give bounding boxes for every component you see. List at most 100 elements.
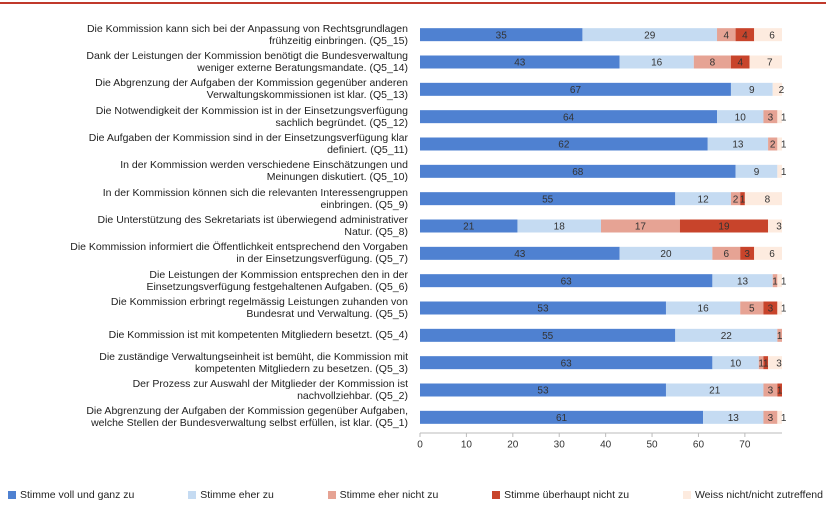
bar-segment	[420, 356, 713, 370]
category-label: Der Prozess zur Auswahl der Mitglieder d…	[132, 378, 408, 402]
data-label: 9	[754, 167, 760, 178]
legend-label: Stimme eher zu	[200, 489, 274, 501]
bar-segment	[772, 82, 782, 96]
data-label: 3	[744, 249, 750, 260]
legend-swatch	[188, 491, 197, 499]
data-label: 20	[660, 249, 672, 260]
data-label: 16	[698, 304, 710, 315]
legend-label: Weiss nicht/nicht zutreffend	[694, 489, 823, 501]
bar-segment	[768, 137, 778, 151]
bar-segment	[754, 28, 782, 42]
bar-segment	[754, 246, 782, 260]
bar-segment	[679, 219, 769, 233]
bar-segment	[712, 356, 759, 370]
data-label: 55	[542, 194, 554, 205]
data-label: 8	[710, 58, 716, 69]
data-label: 1	[772, 276, 778, 287]
data-label: 3	[768, 304, 774, 315]
bar-segment	[420, 219, 518, 233]
data-label: 1	[740, 194, 746, 205]
category-label: Die Kommission ist mit kompetenten Mitgl…	[108, 329, 408, 342]
data-label: 6	[724, 249, 730, 260]
data-label: 1	[781, 167, 787, 178]
bar-segment	[420, 110, 718, 124]
x-tick-label: 20	[507, 440, 519, 451]
legend-swatch	[327, 491, 336, 499]
bar-segment	[772, 274, 778, 288]
data-label: 13	[737, 276, 749, 287]
data-label: 62	[558, 140, 570, 151]
legend-label: Stimme überhaupt nicht zu	[504, 489, 630, 501]
data-label: 16	[651, 58, 663, 69]
bar-segment	[740, 246, 755, 260]
legend: Stimme voll und ganz zu Stimme eher zu Sti…	[8, 489, 823, 501]
data-label: 21	[709, 386, 721, 397]
bar-segment	[420, 410, 704, 424]
legend-label: Stimme voll und ganz zu	[20, 489, 135, 501]
category-label: Die Notwendigkeit der Kommission ist in …	[95, 104, 408, 129]
data-label: 2	[779, 85, 785, 96]
bar-segment	[420, 328, 676, 342]
data-label: 13	[732, 140, 744, 151]
bar-segment	[420, 246, 620, 260]
category-label: Die Abgrenzung der Aufgaben der Kommissi…	[95, 77, 408, 102]
bar-segment	[735, 28, 755, 42]
data-label: 21	[463, 222, 475, 233]
data-label: 53	[537, 386, 549, 397]
data-label: 3	[768, 386, 774, 397]
bar-segment	[675, 328, 778, 342]
bar-segment	[777, 164, 782, 178]
bar-segment	[420, 137, 708, 151]
data-label: 67	[570, 85, 582, 96]
category-label: Die Kommission erbringt regelmässig Leis…	[110, 296, 408, 320]
bar-segment	[777, 383, 782, 397]
data-label: 1	[763, 358, 769, 369]
data-label: 63	[561, 276, 573, 287]
bar-segment	[744, 192, 782, 206]
bar-segment	[420, 301, 666, 315]
category-label: In der Kommission können sich die releva…	[102, 186, 408, 211]
data-label: 2	[733, 194, 739, 205]
data-label: 55	[542, 331, 554, 342]
bar-segment	[777, 328, 782, 342]
data-label: 35	[496, 30, 508, 41]
bar-segment	[768, 219, 782, 233]
bar-segment	[768, 356, 782, 370]
data-label: 43	[514, 58, 526, 69]
bar-segment	[420, 82, 731, 96]
data-label: 6	[769, 30, 775, 41]
data-label: 10	[735, 112, 747, 123]
bar-segment	[712, 274, 773, 288]
category-label: Dank der Leistungen der Kommission benöt…	[86, 50, 408, 74]
category-label: Die Abgrenzung der Aufgaben der Kommissi…	[86, 405, 408, 430]
category-label: Die Kommission kann sich bei der Anpassu…	[86, 22, 408, 47]
data-label: 1	[781, 304, 787, 315]
bar-segment	[730, 82, 773, 96]
bar-segment	[777, 301, 782, 315]
data-label: 1	[777, 331, 783, 342]
bar-segment	[730, 55, 750, 69]
legend-item: Weiss nicht/nicht zutreffend	[682, 489, 823, 501]
legend-item: Stimme eher zu	[188, 489, 274, 501]
x-tick-label: 50	[646, 440, 658, 451]
data-label: 3	[776, 358, 782, 369]
legend-item: Stimme voll und ganz zu	[8, 489, 134, 501]
data-label: 61	[556, 413, 568, 424]
x-tick-label: 60	[693, 440, 705, 451]
data-label: 68	[572, 167, 584, 178]
data-label: 53	[537, 304, 549, 315]
data-label: 1	[777, 386, 783, 397]
data-label: 1	[781, 112, 787, 123]
bar-segment	[777, 137, 782, 151]
bar-segment	[420, 192, 676, 206]
category-label: Die Leistungen der Kommission entspreche…	[146, 268, 408, 293]
legend-swatch	[8, 491, 16, 499]
legend-swatch	[682, 491, 691, 499]
x-tick-label: 70	[739, 440, 751, 451]
data-label: 22	[721, 331, 733, 342]
bar-segment	[740, 301, 764, 315]
bar-segment	[763, 410, 778, 424]
data-label: 63	[561, 358, 573, 369]
bar-segment	[619, 246, 713, 260]
data-label: 1	[781, 413, 787, 424]
